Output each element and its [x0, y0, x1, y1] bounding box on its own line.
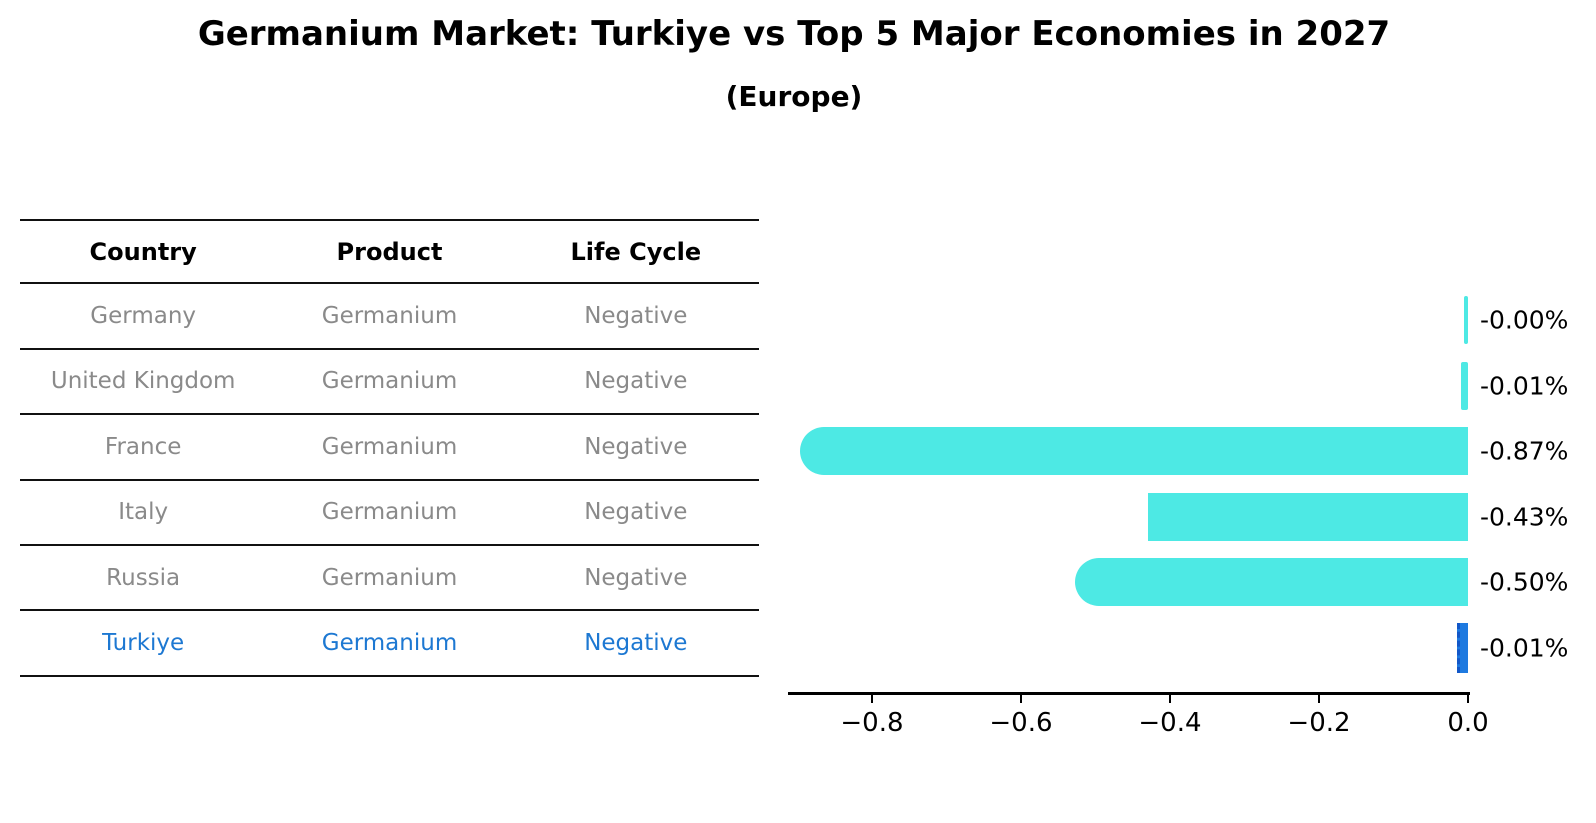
lifecycle-cell: Negative: [584, 630, 688, 657]
column-header-product: Product: [336, 237, 443, 266]
product-cell: Germanium: [321, 303, 458, 330]
table-row: Turkiye Germanium Negative: [20, 611, 759, 677]
product-cell: Germanium: [321, 433, 458, 460]
lifecycle-cell: Negative: [584, 499, 688, 526]
table-row: United Kingdom Germanium Negative: [20, 350, 759, 416]
chart-title: Germanium Market: Turkiye vs Top 5 Major…: [197, 14, 1391, 54]
bar-value-label: -0.01%: [1480, 371, 1569, 401]
table-header-row: Country Product Life Cycle: [20, 219, 759, 285]
bar-united-kingdom: [1460, 361, 1468, 410]
country-cell: Turkiye: [102, 630, 185, 657]
product-cell: Germanium: [321, 564, 458, 591]
product-cell: Germanium: [321, 630, 458, 657]
x-axis-tick-label: −0.2: [1287, 708, 1351, 738]
x-axis-line: [788, 692, 1470, 695]
x-axis-tick: [1168, 694, 1171, 703]
bar-italy: [1147, 492, 1468, 541]
lifecycle-cell: Negative: [584, 303, 688, 330]
x-axis-tick-label: 0.0: [1447, 708, 1489, 738]
bar-value-label: -0.87%: [1480, 436, 1569, 466]
column-header-country: Country: [89, 237, 197, 266]
bar-turkiye: [1457, 623, 1468, 673]
country-cell: Germany: [90, 303, 197, 330]
x-axis-tick-label: −0.4: [1138, 708, 1202, 738]
chart-subtitle: (Europe): [725, 80, 863, 113]
table-row: Russia Germanium Negative: [20, 546, 759, 612]
bar-value-label: -0.50%: [1480, 567, 1569, 597]
product-cell: Germanium: [321, 368, 458, 395]
x-axis-tick: [1317, 694, 1320, 703]
x-axis-tick-label: −0.6: [989, 708, 1053, 738]
country-cell: United Kingdom: [50, 368, 236, 395]
table-row: Germany Germanium Negative: [20, 284, 759, 350]
bar-russia: [1075, 558, 1468, 607]
product-cell: Germanium: [321, 499, 458, 526]
lifecycle-cell: Negative: [584, 564, 688, 591]
x-axis-tick-label: −0.8: [840, 708, 904, 738]
comparison-table: Country Product Life Cycle Germany Germa…: [20, 219, 759, 677]
bar-value-label: -0.00%: [1480, 305, 1569, 335]
country-cell: Russia: [106, 564, 181, 591]
x-axis-tick: [870, 694, 873, 703]
lifecycle-cell: Negative: [584, 368, 688, 395]
bar-value-label: -0.43%: [1480, 502, 1569, 532]
x-axis-tick: [1019, 694, 1022, 703]
x-axis-tick: [1467, 694, 1469, 703]
column-header-lifecycle: Life Cycle: [570, 237, 702, 266]
bar-value-label: -0.01%: [1480, 633, 1569, 663]
table-row: Italy Germanium Negative: [20, 481, 759, 546]
bar-germany: [1464, 296, 1468, 344]
country-cell: Italy: [118, 499, 169, 526]
country-cell: France: [104, 433, 182, 460]
lifecycle-cell: Negative: [584, 433, 688, 460]
table-row: France Germanium Negative: [20, 415, 759, 481]
bar-chart-plot-area: -0.00% -0.01% -0.87% -0.43% -0.50% -0.01% −0.8…: [788, 285, 1568, 738]
bar-france: [799, 427, 1468, 476]
